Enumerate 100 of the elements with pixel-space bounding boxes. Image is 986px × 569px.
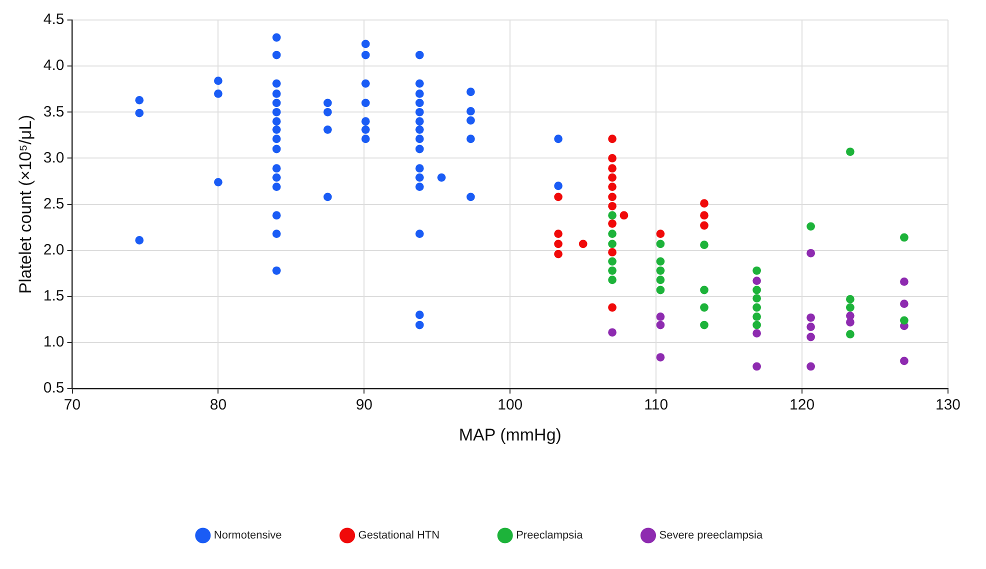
point xyxy=(752,266,761,275)
point xyxy=(415,108,424,116)
point xyxy=(846,330,854,338)
point xyxy=(752,286,761,294)
y-tick-label: 4.5 xyxy=(43,11,64,28)
point xyxy=(272,125,281,134)
point xyxy=(608,211,616,220)
point xyxy=(361,117,370,126)
point xyxy=(700,303,708,312)
point xyxy=(700,286,708,294)
x-tick-label: 70 xyxy=(64,396,81,414)
y-tick-label: 1.0 xyxy=(43,334,64,351)
point xyxy=(323,192,332,202)
point xyxy=(272,134,281,144)
point xyxy=(415,230,424,238)
point xyxy=(272,117,281,126)
point xyxy=(415,117,424,126)
point xyxy=(656,257,665,266)
point xyxy=(415,90,424,98)
point xyxy=(554,250,562,258)
point xyxy=(466,107,475,116)
point xyxy=(323,108,332,116)
point xyxy=(608,303,616,312)
point xyxy=(272,108,281,116)
point xyxy=(846,148,854,156)
y-tick-label: 0.5 xyxy=(43,380,64,397)
legend-label: Normotensive xyxy=(214,530,282,542)
x-tick-label: 80 xyxy=(210,396,227,414)
point xyxy=(554,192,562,202)
point xyxy=(272,144,281,154)
point xyxy=(214,90,222,98)
point xyxy=(608,240,616,248)
point xyxy=(656,286,665,294)
point xyxy=(656,276,665,284)
point xyxy=(806,222,815,231)
point xyxy=(415,164,424,173)
point xyxy=(846,295,854,304)
y-tick-label: 3.5 xyxy=(43,103,64,120)
point xyxy=(700,221,708,230)
point xyxy=(554,240,562,248)
point xyxy=(415,182,424,191)
point xyxy=(656,230,665,238)
point xyxy=(554,182,562,190)
point xyxy=(323,98,332,108)
point xyxy=(361,98,370,108)
point xyxy=(361,40,370,48)
point xyxy=(900,278,908,286)
point xyxy=(135,108,144,118)
point xyxy=(900,356,908,366)
point xyxy=(608,182,616,191)
point xyxy=(415,144,424,154)
legend-label: Severe preeclampsia xyxy=(659,530,764,542)
point xyxy=(214,178,222,186)
point xyxy=(656,266,665,275)
y-tick-label: 3.0 xyxy=(43,149,64,166)
point xyxy=(656,353,665,362)
point xyxy=(466,116,475,125)
point xyxy=(608,230,616,238)
x-tick-label: 100 xyxy=(498,396,523,414)
point xyxy=(554,230,562,238)
point xyxy=(272,79,281,88)
point xyxy=(620,211,628,220)
point xyxy=(272,182,281,191)
point xyxy=(608,266,616,275)
point xyxy=(656,320,665,330)
point xyxy=(806,332,815,342)
point xyxy=(272,33,281,42)
point xyxy=(272,173,281,182)
point xyxy=(700,199,708,208)
x-axis-title: MAP (mmHg) xyxy=(458,425,562,444)
point xyxy=(272,164,281,173)
y-tick-label: 1.5 xyxy=(43,288,64,305)
point xyxy=(214,76,222,86)
point xyxy=(608,173,616,182)
point xyxy=(900,233,908,242)
point xyxy=(272,266,281,275)
point xyxy=(272,230,281,238)
point xyxy=(437,173,446,182)
point xyxy=(272,90,281,98)
point xyxy=(608,202,616,210)
point xyxy=(466,88,475,96)
point xyxy=(415,98,424,108)
y-axis-title: Platelet count (×10⁵/μL) xyxy=(16,114,35,294)
point xyxy=(361,50,370,60)
point xyxy=(752,312,761,321)
point xyxy=(700,211,708,220)
legend-label: Gestational HTN xyxy=(358,530,440,542)
point xyxy=(415,310,424,320)
point xyxy=(415,125,424,134)
point xyxy=(466,134,475,144)
point xyxy=(415,173,424,182)
point xyxy=(361,79,370,88)
point xyxy=(608,164,616,173)
x-tick-label: 130 xyxy=(935,396,961,414)
point xyxy=(608,192,616,202)
point xyxy=(361,125,370,134)
point xyxy=(608,328,616,337)
point xyxy=(806,248,815,258)
point xyxy=(846,303,854,312)
point xyxy=(752,362,761,371)
